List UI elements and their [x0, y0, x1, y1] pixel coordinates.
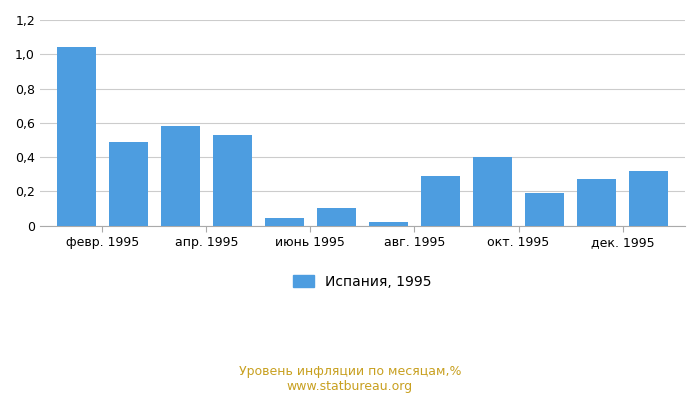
Legend: Испания, 1995: Испания, 1995	[288, 270, 438, 294]
Bar	[317, 208, 356, 226]
Bar	[421, 176, 460, 226]
Text: www.statbureau.org: www.statbureau.org	[287, 380, 413, 393]
Bar	[369, 222, 408, 226]
Bar	[161, 126, 199, 226]
Bar	[213, 135, 252, 226]
Bar	[473, 157, 512, 226]
Bar	[577, 179, 616, 226]
Text: Уровень инфляции по месяцам,%: Уровень инфляции по месяцам,%	[239, 365, 461, 378]
Bar	[108, 142, 148, 226]
Bar	[265, 218, 304, 226]
Bar	[525, 193, 564, 226]
Bar	[629, 171, 668, 226]
Bar	[57, 48, 96, 226]
